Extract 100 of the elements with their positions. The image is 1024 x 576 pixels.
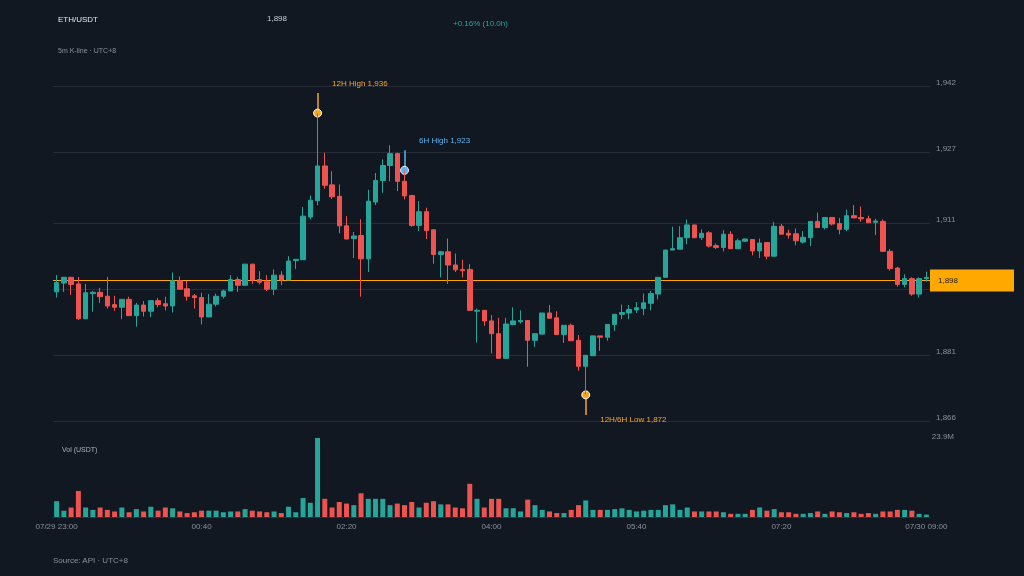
bar <box>873 513 879 517</box>
bar <box>604 509 610 517</box>
bar <box>358 493 364 517</box>
bar <box>235 511 241 517</box>
bar <box>460 508 466 517</box>
bar <box>699 511 705 517</box>
annotation: 6H High 1,923 <box>419 135 471 145</box>
chart-title: ETH/USDT <box>58 14 99 24</box>
bar <box>481 507 487 517</box>
bar <box>626 509 632 517</box>
bar <box>199 510 205 517</box>
bar <box>90 509 96 517</box>
x-tick-label: 07:20 <box>771 521 792 531</box>
bar <box>786 512 792 517</box>
bar <box>402 505 408 517</box>
bar <box>83 507 89 517</box>
bar <box>851 512 857 517</box>
text: +0.16% (10.0h) <box>453 18 509 28</box>
bar <box>329 507 335 517</box>
y-tick-label: 1,911 <box>936 214 956 224</box>
bar <box>800 513 806 517</box>
bar <box>532 505 538 517</box>
annotation: 12H/6H Low 1,872 <box>600 415 668 425</box>
bar <box>757 507 763 517</box>
bar <box>909 510 915 517</box>
bar <box>438 504 444 517</box>
bar <box>496 498 502 517</box>
bar <box>249 510 255 517</box>
bar <box>380 498 386 517</box>
bar <box>836 512 842 517</box>
bar <box>155 510 161 517</box>
bar <box>546 511 552 517</box>
bar <box>525 499 531 517</box>
x-tick-label: 02:20 <box>336 521 358 531</box>
bar <box>409 501 415 517</box>
bar <box>286 506 292 517</box>
bar <box>894 509 900 517</box>
source-note: Source: API · UTC+8 <box>53 555 129 565</box>
bar <box>315 438 321 517</box>
bar <box>394 503 400 517</box>
bar <box>742 513 748 517</box>
bar <box>662 505 668 517</box>
bar <box>735 513 741 517</box>
bar <box>61 510 67 517</box>
x-tick-label: 07/30 09:00 <box>905 521 949 531</box>
y-tick-label: 1,881 <box>936 346 957 356</box>
bar <box>423 502 429 517</box>
bar <box>452 507 458 517</box>
ref-line-label: 1,898 <box>938 275 959 285</box>
bar <box>764 510 770 517</box>
bar <box>170 508 176 517</box>
x-tick-label: 07/29 23:00 <box>35 521 79 531</box>
bar <box>503 508 509 517</box>
bar <box>293 512 299 517</box>
bar <box>583 500 589 517</box>
bar <box>807 513 813 517</box>
bar <box>365 498 371 517</box>
bar <box>242 509 248 517</box>
bar <box>177 511 183 517</box>
bar <box>271 511 277 517</box>
bar <box>431 501 437 517</box>
bar <box>691 511 697 517</box>
bar <box>829 511 835 517</box>
bar <box>75 490 81 517</box>
y-tick-label: 1,942 <box>936 78 957 88</box>
bar <box>633 511 639 517</box>
y-tick-label: 1,927 <box>936 144 957 154</box>
bar <box>278 513 284 517</box>
bar <box>880 511 886 517</box>
bar <box>728 513 734 517</box>
x-tick-label: 04:00 <box>481 521 503 531</box>
bar <box>713 511 719 517</box>
bar <box>445 504 451 517</box>
bar <box>300 498 306 517</box>
bar <box>815 511 821 517</box>
bar <box>684 507 690 517</box>
x-tick-label: 05:40 <box>626 521 648 531</box>
bar <box>54 501 60 517</box>
bar <box>858 513 864 517</box>
bar <box>612 509 618 517</box>
bar <box>677 509 683 517</box>
bar <box>126 512 132 517</box>
text: 1,898 <box>267 13 288 23</box>
bar <box>112 511 118 517</box>
y-tick-label: 1,866 <box>936 412 957 422</box>
bar <box>865 513 871 517</box>
bar <box>793 513 799 517</box>
bar <box>517 511 523 517</box>
bar <box>336 501 342 517</box>
bar <box>104 509 110 517</box>
bar <box>655 509 661 517</box>
bar <box>539 509 545 517</box>
bar <box>771 509 777 517</box>
bar <box>568 509 574 517</box>
bar <box>561 513 567 517</box>
bar <box>119 507 125 517</box>
bar <box>822 513 828 517</box>
bar <box>844 513 850 517</box>
bar <box>184 513 190 517</box>
bar <box>68 507 74 517</box>
